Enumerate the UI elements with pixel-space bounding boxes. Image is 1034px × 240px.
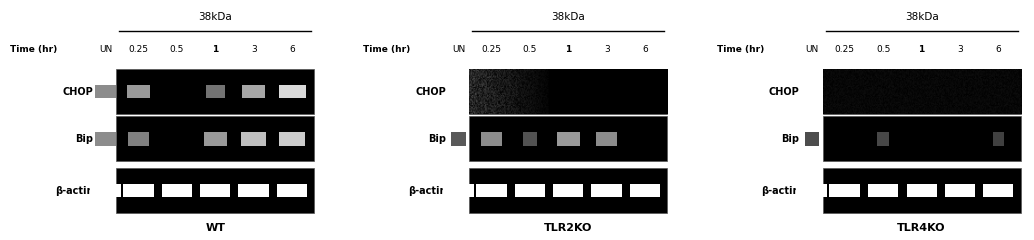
- Text: 6: 6: [642, 45, 648, 54]
- Bar: [805, 132, 819, 145]
- Text: CHOP: CHOP: [416, 87, 447, 97]
- Bar: [822, 69, 1021, 114]
- Text: CHOP: CHOP: [768, 87, 799, 97]
- Text: 6: 6: [290, 45, 295, 54]
- Bar: [116, 168, 314, 213]
- Text: 0.5: 0.5: [876, 45, 890, 54]
- Bar: [128, 132, 149, 145]
- Bar: [796, 184, 827, 197]
- Bar: [204, 132, 226, 145]
- Text: 3: 3: [957, 45, 963, 54]
- Bar: [822, 168, 1021, 213]
- Bar: [95, 132, 116, 145]
- Bar: [127, 85, 150, 98]
- Bar: [95, 85, 116, 98]
- Bar: [162, 184, 192, 197]
- Text: β-actin: β-actin: [407, 186, 447, 196]
- Bar: [557, 132, 580, 145]
- Text: 6: 6: [996, 45, 1001, 54]
- Text: Time (hr): Time (hr): [10, 45, 58, 54]
- Bar: [469, 116, 668, 161]
- Bar: [877, 132, 889, 145]
- Text: 1: 1: [918, 45, 924, 54]
- Bar: [983, 184, 1013, 197]
- Text: 0.25: 0.25: [482, 45, 501, 54]
- Bar: [116, 116, 314, 161]
- Bar: [597, 132, 617, 145]
- Text: Bip: Bip: [75, 134, 93, 144]
- Bar: [481, 132, 503, 145]
- Text: WT: WT: [206, 223, 225, 233]
- Text: 38kDa: 38kDa: [551, 12, 585, 22]
- Bar: [451, 132, 466, 145]
- Bar: [869, 184, 899, 197]
- Bar: [123, 184, 154, 197]
- Bar: [444, 184, 474, 197]
- Bar: [993, 132, 1004, 145]
- Text: 38kDa: 38kDa: [199, 12, 233, 22]
- Text: 3: 3: [604, 45, 610, 54]
- Bar: [238, 184, 269, 197]
- Text: Time (hr): Time (hr): [717, 45, 764, 54]
- Bar: [907, 184, 937, 197]
- Text: 38kDa: 38kDa: [905, 12, 939, 22]
- Bar: [206, 85, 225, 98]
- Text: 1: 1: [566, 45, 572, 54]
- Bar: [201, 184, 231, 197]
- Bar: [515, 184, 545, 197]
- Bar: [469, 168, 668, 213]
- Bar: [241, 132, 266, 145]
- Bar: [90, 184, 121, 197]
- Text: TLR2KO: TLR2KO: [544, 223, 592, 233]
- Text: Bip: Bip: [428, 134, 447, 144]
- Bar: [829, 184, 860, 197]
- Text: UN: UN: [805, 45, 818, 54]
- Text: 1: 1: [212, 45, 218, 54]
- Text: Time (hr): Time (hr): [364, 45, 410, 54]
- Bar: [116, 69, 314, 114]
- Bar: [477, 184, 507, 197]
- Text: 0.25: 0.25: [128, 45, 149, 54]
- Bar: [591, 184, 622, 197]
- Bar: [277, 184, 307, 197]
- Bar: [523, 132, 538, 145]
- Text: Bip: Bip: [782, 134, 799, 144]
- Text: β-actin: β-actin: [761, 186, 799, 196]
- Bar: [278, 85, 305, 98]
- Bar: [469, 69, 668, 114]
- Text: 0.25: 0.25: [834, 45, 855, 54]
- Bar: [945, 184, 975, 197]
- Bar: [242, 85, 265, 98]
- Text: CHOP: CHOP: [62, 87, 93, 97]
- Bar: [553, 184, 583, 197]
- Text: UN: UN: [452, 45, 465, 54]
- Text: β-actin: β-actin: [55, 186, 93, 196]
- Text: UN: UN: [99, 45, 112, 54]
- Text: 3: 3: [251, 45, 256, 54]
- Text: TLR4KO: TLR4KO: [898, 223, 946, 233]
- Bar: [822, 116, 1021, 161]
- Bar: [279, 132, 305, 145]
- Bar: [631, 184, 660, 197]
- Text: 0.5: 0.5: [523, 45, 538, 54]
- Text: 0.5: 0.5: [170, 45, 184, 54]
